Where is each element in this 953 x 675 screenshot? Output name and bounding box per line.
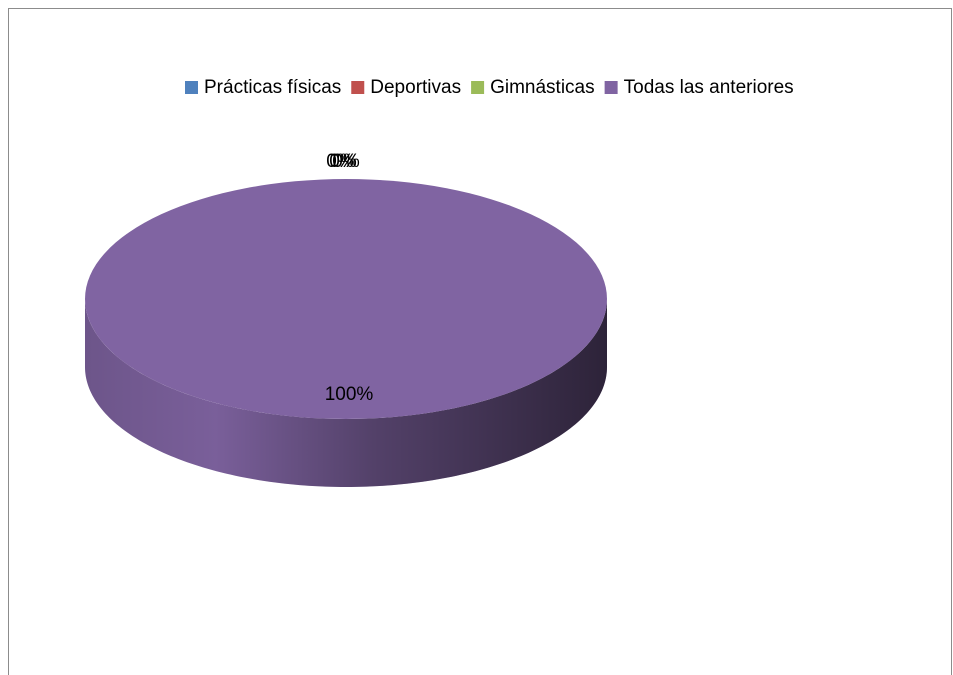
legend-label: Gimnásticas bbox=[490, 77, 595, 98]
data-label: 100% bbox=[325, 384, 374, 405]
slice bbox=[85, 179, 607, 419]
legend-swatch bbox=[185, 81, 198, 94]
data-label: 0% bbox=[326, 151, 354, 172]
data-label: 0% bbox=[332, 151, 360, 172]
data-label: 0% bbox=[329, 151, 357, 172]
legend-label: Deportivas bbox=[370, 77, 461, 98]
legend-swatch bbox=[351, 81, 365, 94]
legend-swatch bbox=[471, 81, 485, 94]
slice-side-shade bbox=[85, 299, 607, 487]
legend-swatch bbox=[604, 81, 618, 94]
legend-label: Todas las anteriores bbox=[624, 77, 794, 98]
legend-label: Prácticas físicas bbox=[204, 77, 341, 98]
chart-frame bbox=[8, 8, 952, 675]
